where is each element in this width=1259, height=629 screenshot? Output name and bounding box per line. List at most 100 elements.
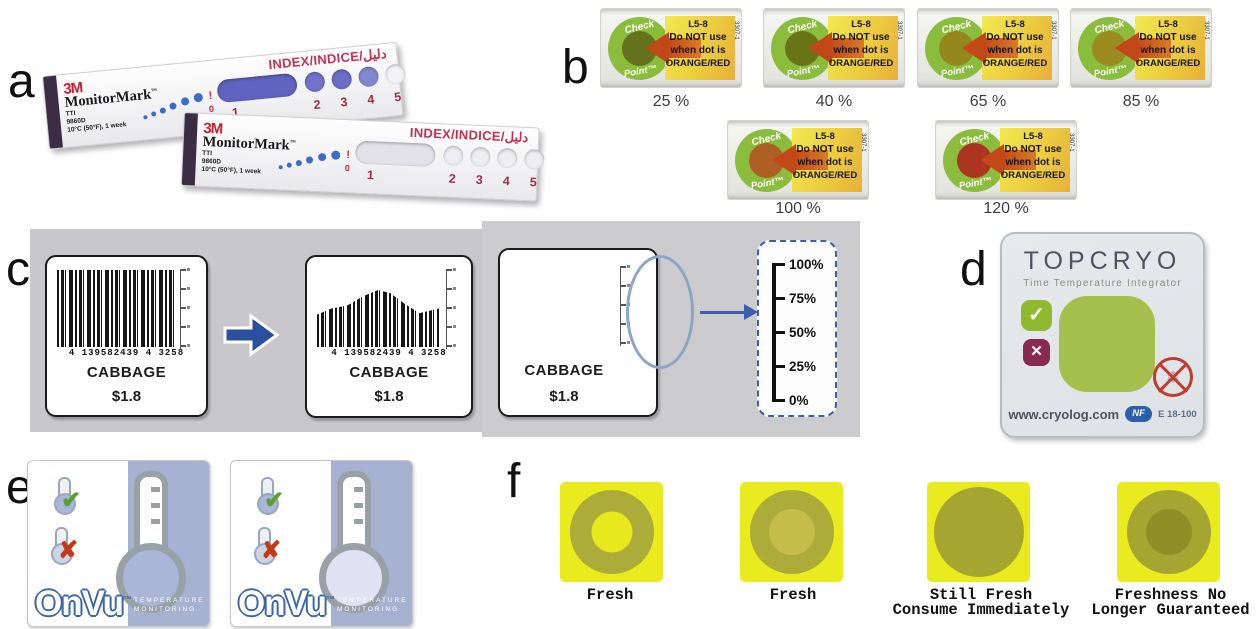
warning-line3: ORANGE/RED: [792, 170, 858, 181]
freshness-label: Fresh: [698, 586, 888, 604]
sachet-side-code: 3307-1: [860, 133, 866, 152]
warning-line2: when dot is: [1140, 45, 1196, 56]
indicator-window-4: [496, 147, 518, 169]
thermometer-ok-icon: ✔: [249, 477, 289, 523]
sachet-code: L5-8: [1158, 19, 1178, 30]
mini-thermo-bulb: [51, 543, 73, 565]
label-line1: Fresh: [586, 586, 634, 604]
strip-end-band: [181, 113, 198, 186]
scale-number: 3: [339, 94, 349, 110]
checkpoint-sachet-85: Check Point™ L5-8 Do NOT use when dot is…: [1070, 8, 1212, 88]
freshness-indicator-1: [560, 482, 663, 582]
thermometer-bulb: [319, 543, 389, 613]
onvu-text: OnVu: [238, 584, 327, 623]
trademark: ™: [150, 88, 158, 95]
panel-letter-b: b: [562, 41, 589, 94]
model-line3: 10°C (50°F), 1 week: [201, 165, 262, 176]
freshness-indicator-2: [740, 482, 843, 582]
indicator-window-3: [330, 68, 353, 91]
sachet-side-code: 3307-1: [1068, 133, 1074, 152]
cross-icon: ✕: [1023, 339, 1050, 366]
scale-row: 100%: [772, 257, 824, 272]
indicator-window-5: [523, 148, 545, 170]
checkpoint-sachet-25: Check Point™ L5-8 Do NOT use when dot is…: [600, 8, 742, 88]
indicator-window-pill: [354, 140, 436, 167]
product-price: $1.8: [549, 388, 579, 405]
indicator-core: [768, 509, 815, 555]
product-name: CABBAGE: [349, 364, 429, 381]
thermometer-fail-icon: ✘: [246, 527, 286, 573]
warning-line1: Do NOT use: [669, 32, 727, 43]
run-out-dot: [143, 115, 148, 120]
onvu-wordmark: OnVu™: [238, 584, 335, 624]
arrow-icon: [808, 32, 832, 64]
certification-code: E 18-100: [1158, 408, 1197, 420]
price-tag-fresh: 4 139582439 4 3258 CABBAGE $1.8: [45, 255, 208, 417]
trademark: ™: [289, 139, 296, 147]
caption-line2: MONITORING: [337, 606, 400, 613]
scale-row: 0%: [772, 393, 809, 408]
warning-line1: Do NOT use: [832, 32, 890, 43]
sachet-code: L5-8: [1005, 19, 1025, 30]
freshness-indicator-3: [927, 482, 1030, 582]
scale-number: 5: [393, 89, 402, 105]
scale-label: 100%: [789, 257, 824, 272]
cross-icon: ✘: [261, 537, 282, 564]
topcryo-title: TOPCRYO: [1023, 247, 1182, 275]
product-price: $1.8: [111, 388, 142, 405]
run-out-dot: [150, 111, 157, 117]
indicator-core: [948, 502, 1009, 562]
callout-arrow-line: [700, 311, 746, 314]
warning-line1: Do NOT use: [1139, 32, 1197, 43]
run-out-dot: [180, 97, 190, 106]
label-line1: Still Fresh: [929, 586, 1033, 604]
arrow-icon: [772, 144, 796, 176]
panel-letter-d: d: [960, 243, 987, 296]
barcode: [57, 270, 175, 347]
scale-number: 2: [448, 171, 457, 186]
warning-text: L5-8 Do NOT use when dot is ORANGE/RED: [665, 18, 731, 70]
mini-thermo-bulb: [54, 493, 76, 515]
warning-line2: when dot is: [833, 45, 889, 56]
scale-number: 2: [312, 97, 322, 113]
mini-thermo-bulb: [254, 543, 276, 565]
sachet-code: L5-8: [851, 19, 871, 30]
warning-text: L5-8 Do NOT use when dot is ORANGE/RED: [1000, 130, 1066, 182]
arrow-icon: [667, 38, 701, 58]
run-out-dot: [305, 156, 314, 164]
checkpoint-sachet-40: Check Point™ L5-8 Do NOT use when dot is…: [763, 8, 905, 88]
onvu-wordmark: OnVu™: [35, 584, 132, 624]
warning-text: L5-8 Do NOT use when dot is ORANGE/RED: [792, 130, 858, 182]
topcryo-label: TOPCRYO Time Temperature Integrator ✓ ✕ …: [1000, 232, 1205, 438]
percent-label: 120 %: [983, 200, 1029, 217]
tick-mark: [772, 398, 785, 403]
arrow-icon: [984, 38, 1018, 58]
alert-mark: !: [346, 149, 351, 162]
sachet-side-code: 3307-1: [733, 21, 739, 40]
caption-line2: MONITORING: [134, 606, 197, 613]
index-header: INDEX/INDICE/دليل: [409, 124, 529, 146]
scale-row: 50%: [772, 325, 816, 340]
panel-letter-c: c: [6, 243, 30, 296]
run-out-dot: [286, 162, 292, 168]
scale-row: 75%: [772, 291, 816, 306]
warning-text: L5-8 Do NOT use when dot is ORANGE/RED: [828, 18, 894, 70]
sachet-code: L5-8: [1023, 131, 1043, 142]
cross-icon: ✘: [58, 537, 79, 564]
onvu-label-active: ✔ ✘ OnVu™ TEMPERATURE MONITORING: [27, 460, 210, 627]
thermometer-bulb: [116, 543, 186, 613]
callout-arrow-head-icon: [744, 304, 758, 320]
checkpoint-sachet-65: Check Point™ L5-8 Do NOT use when dot is…: [917, 8, 1059, 88]
run-out-dot: [331, 150, 341, 160]
warning-line2: when dot is: [670, 45, 726, 56]
onvu-text: OnVu: [35, 584, 124, 623]
panel-letter-a: a: [8, 55, 35, 108]
check-icon: ✔: [61, 487, 82, 514]
scale-number: 1: [366, 168, 375, 183]
label-line1: Fresh: [769, 586, 817, 604]
onvu-caption: TEMPERATURE MONITORING: [134, 596, 205, 614]
scale-row: 25%: [772, 359, 816, 374]
model-info: TTI 9860D 10°C (50°F), 1 week: [65, 105, 126, 135]
freshness-label: Fresh: [515, 586, 705, 604]
run-out-dot: [169, 102, 177, 110]
